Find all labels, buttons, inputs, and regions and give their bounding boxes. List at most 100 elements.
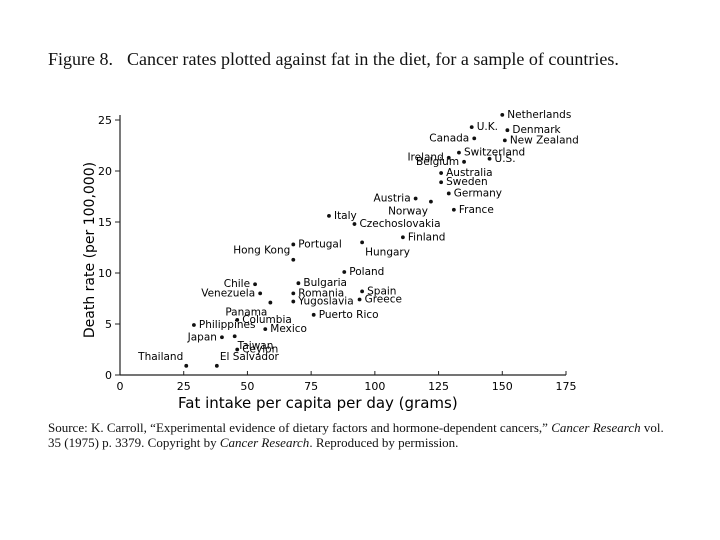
point-label: Denmark bbox=[512, 124, 561, 136]
point-label: Taiwan bbox=[237, 340, 274, 352]
point-label: Netherlands bbox=[507, 109, 571, 121]
data-point bbox=[291, 291, 296, 296]
point-label: Czechoslovakia bbox=[359, 218, 440, 230]
data-point bbox=[352, 222, 357, 226]
point-label: Columbia bbox=[242, 314, 292, 326]
point-label: Japan bbox=[187, 331, 217, 343]
data-point bbox=[462, 159, 466, 164]
point-label: U.K. bbox=[477, 121, 498, 133]
chart-axes: 0 25 50 75 100 125 150 175 0 5 10 15 20 25 bbox=[98, 114, 577, 393]
x-axis-label: Fat intake per capita per day (grams) bbox=[178, 394, 458, 412]
data-point bbox=[413, 196, 418, 201]
point-label: Portugal bbox=[298, 238, 342, 250]
point-label: Poland bbox=[349, 266, 384, 278]
data-point bbox=[291, 257, 296, 262]
data-point bbox=[439, 171, 444, 175]
point-label: Belgium bbox=[416, 156, 459, 168]
point-label: Ceylon bbox=[242, 344, 278, 356]
data-point bbox=[327, 213, 331, 218]
data-point bbox=[400, 235, 405, 240]
x-tick-label: 100 bbox=[364, 380, 385, 393]
point-label: Greece bbox=[365, 294, 402, 306]
data-point bbox=[258, 291, 263, 296]
data-point bbox=[291, 299, 296, 304]
data-point bbox=[360, 240, 365, 245]
point-label: Puerto Rico bbox=[319, 309, 379, 321]
point-label: Bulgaria bbox=[303, 277, 347, 289]
point-label: Hungary bbox=[365, 246, 410, 258]
point-label: Finland bbox=[408, 231, 446, 243]
y-tick-label: 0 bbox=[105, 369, 112, 382]
x-tick-label: 175 bbox=[556, 380, 577, 393]
point-label: Spain bbox=[367, 285, 396, 297]
point-label: Austria bbox=[374, 193, 411, 205]
data-point bbox=[220, 335, 224, 340]
point-label: Ireland bbox=[407, 152, 443, 164]
data-point bbox=[184, 363, 189, 368]
data-point bbox=[214, 363, 219, 368]
point-label: Venezuela bbox=[201, 287, 255, 299]
point-label: Philippines bbox=[199, 319, 256, 331]
data-point bbox=[235, 318, 240, 322]
point-label: Germany bbox=[454, 187, 502, 199]
data-point bbox=[263, 327, 268, 331]
data-point bbox=[502, 138, 507, 143]
data-point bbox=[253, 282, 257, 287]
y-tick-label: 25 bbox=[98, 114, 112, 127]
figure-caption: Figure 8. Cancer rates plotted against fa… bbox=[48, 48, 678, 70]
data-point bbox=[342, 270, 347, 274]
y-axis-label: Death rate (per 100,000) bbox=[82, 162, 98, 338]
point-label: Mexico bbox=[270, 323, 307, 335]
data-point bbox=[446, 191, 451, 196]
data-point bbox=[268, 300, 273, 305]
figure-label: Figure 8. bbox=[48, 49, 113, 69]
point-label: El Salvador bbox=[220, 351, 280, 363]
x-tick-label: 125 bbox=[428, 380, 449, 393]
point-label: Yugoslavia bbox=[297, 296, 353, 308]
y-tick-label: 20 bbox=[98, 165, 112, 178]
point-label: New Zealand bbox=[510, 134, 579, 146]
data-point bbox=[451, 207, 456, 212]
source-journal-2: Cancer Research bbox=[219, 435, 310, 450]
data-point bbox=[291, 242, 296, 247]
data-point bbox=[472, 136, 477, 141]
point-label: Thailand bbox=[137, 351, 183, 363]
source-citation: Source: K. Carroll, “Experimental eviden… bbox=[48, 420, 678, 450]
source-suffix: . Reproduced by permission. bbox=[309, 435, 459, 450]
figure-caption-text: Cancer rates plotted against fat in the … bbox=[127, 49, 619, 69]
point-label: France bbox=[459, 204, 494, 216]
x-tick-label: 0 bbox=[117, 380, 124, 393]
x-tick-label: 150 bbox=[492, 380, 513, 393]
data-point bbox=[311, 312, 316, 317]
point-label: Panama bbox=[225, 307, 267, 319]
data-point bbox=[429, 199, 433, 204]
y-tick-label: 5 bbox=[105, 318, 112, 331]
data-point bbox=[360, 289, 365, 294]
point-label: Romania bbox=[298, 287, 344, 299]
y-tick-label: 15 bbox=[98, 216, 112, 229]
data-point bbox=[235, 347, 240, 352]
source-journal: Cancer Research bbox=[551, 420, 641, 435]
data-point bbox=[192, 323, 196, 327]
data-point bbox=[232, 334, 237, 339]
data-point bbox=[500, 113, 505, 117]
x-tick-label: 75 bbox=[304, 380, 318, 393]
data-point bbox=[487, 156, 492, 161]
x-tick-label: 50 bbox=[240, 380, 254, 393]
y-tick-label: 10 bbox=[98, 267, 112, 280]
data-point bbox=[357, 297, 362, 302]
point-label: Canada bbox=[429, 132, 469, 144]
point-label: U.S. bbox=[495, 153, 516, 165]
data-point bbox=[505, 128, 510, 133]
source-middle: vol. 35 (1975) p. 3379. Copyright by bbox=[48, 420, 664, 450]
point-label: Italy bbox=[334, 210, 357, 222]
point-label: Sweden bbox=[446, 176, 488, 188]
point-label: Hong Kong bbox=[233, 245, 290, 257]
data-point bbox=[457, 150, 461, 155]
point-label: Norway bbox=[388, 206, 428, 218]
data-point bbox=[446, 155, 451, 160]
point-label: Switzerland bbox=[464, 147, 525, 159]
point-label: Australia bbox=[446, 167, 492, 179]
